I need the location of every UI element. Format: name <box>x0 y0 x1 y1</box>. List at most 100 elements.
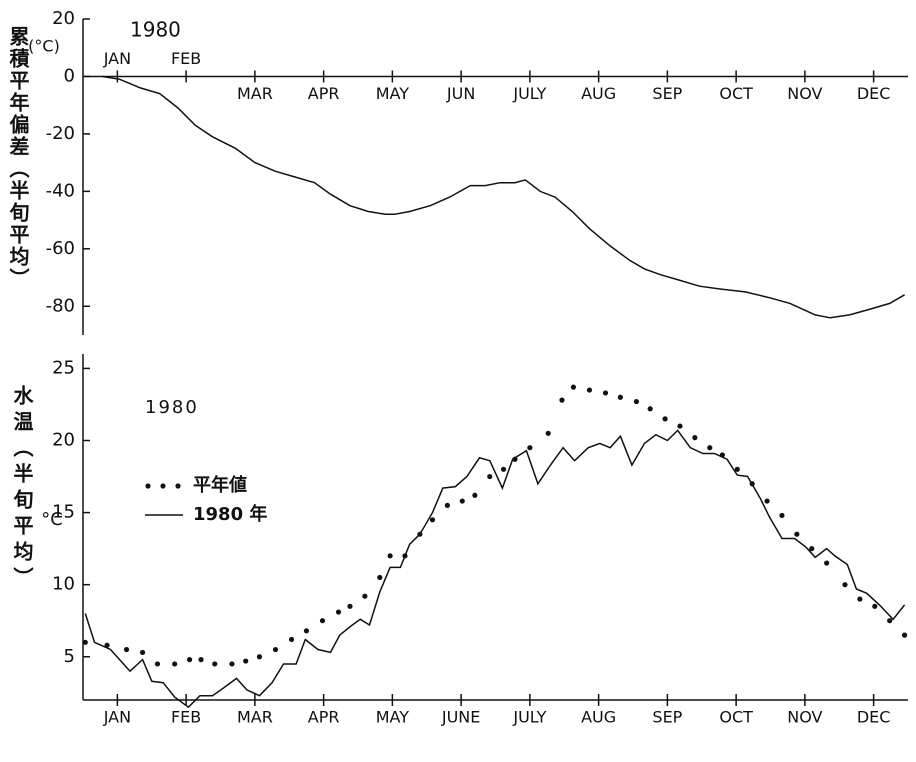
data-dot <box>647 406 653 412</box>
x-tick-label: DEC <box>857 84 891 103</box>
data-dot <box>362 593 368 599</box>
x-tick-label: DEC <box>857 708 891 727</box>
x-tick-label: JUNE <box>441 708 481 727</box>
data-dot <box>794 531 800 537</box>
x-tick-label: JAN <box>103 49 131 68</box>
y-tick-label: 10 <box>52 574 75 595</box>
legend-swatch <box>160 483 166 489</box>
x-tick-label: APR <box>308 84 340 103</box>
data-dot <box>444 502 450 508</box>
data-dot <box>256 654 263 660</box>
y-tick-label: 5 <box>64 646 75 667</box>
data-dot <box>857 596 863 602</box>
y-axis-label: 累積平年偏差（半旬平均） <box>6 26 30 290</box>
x-tick-label: JAN <box>103 708 131 727</box>
data-dot <box>172 661 178 667</box>
data-dot <box>272 646 279 653</box>
x-tick-label: JULY <box>512 708 546 727</box>
y-tick-label: 25 <box>52 357 75 378</box>
x-tick-label: MAR <box>237 84 273 103</box>
data-dot <box>809 546 815 552</box>
data-dot <box>154 661 161 667</box>
legend-swatch <box>145 483 151 489</box>
data-dot <box>243 658 249 664</box>
data-dot <box>559 397 565 403</box>
data-dot <box>901 632 908 638</box>
data-dot <box>500 466 507 472</box>
data-dot <box>347 603 353 609</box>
data-dot <box>734 466 740 472</box>
y-axis-label: 水温（半旬平均） <box>10 385 34 593</box>
x-tick-label: JULY <box>512 84 546 103</box>
y-tick-label: 15 <box>52 502 75 523</box>
legend-label: 平年値 <box>193 474 247 496</box>
data-line <box>102 75 905 319</box>
y-tick-label: 20 <box>52 8 75 29</box>
data-dot <box>387 553 393 559</box>
x-tick-label: JUN <box>446 84 475 103</box>
data-dot <box>633 398 640 405</box>
data-dot <box>707 445 713 451</box>
x-tick-label: MAY <box>376 84 410 103</box>
data-dot <box>229 661 235 667</box>
data-dot <box>617 394 623 400</box>
data-dot <box>487 473 493 480</box>
chart-title: 1980 <box>130 18 181 42</box>
data-dot <box>779 512 785 519</box>
y-tick-label: -40 <box>46 180 75 201</box>
x-tick-label: OCT <box>719 84 753 103</box>
chart-title: 1980 <box>145 397 199 418</box>
data-dot <box>677 423 683 429</box>
data-dot <box>872 603 878 609</box>
legend-swatch <box>175 483 181 489</box>
x-tick-label: NOV <box>787 84 822 103</box>
x-tick-label: AUG <box>581 708 616 727</box>
data-dot <box>198 657 204 663</box>
data-dot <box>545 430 551 436</box>
data-dot <box>377 574 383 581</box>
data-dot <box>429 517 436 523</box>
data-dot <box>662 416 668 422</box>
data-dot <box>335 609 342 615</box>
data-dot <box>692 435 698 441</box>
data-dot <box>459 498 465 504</box>
x-tick-label: MAR <box>237 708 273 727</box>
x-tick-label: FEB <box>171 49 201 68</box>
y-tick-label: -60 <box>46 238 75 259</box>
x-tick-label: OCT <box>719 708 753 727</box>
data-dot <box>842 582 848 588</box>
data-dot <box>570 384 577 390</box>
y-tick-label: 20 <box>52 430 75 451</box>
data-dot <box>527 445 533 451</box>
data-dot <box>319 618 326 624</box>
x-tick-label: SEP <box>652 708 682 727</box>
x-tick-label: FEB <box>171 708 201 727</box>
data-dot <box>104 642 110 648</box>
data-dot <box>602 390 609 396</box>
data-dot <box>288 636 295 643</box>
data-line <box>84 429 906 709</box>
data-dot <box>472 492 478 498</box>
legend-label: 1980 年 <box>193 503 267 525</box>
data-dot <box>824 560 830 566</box>
data-dot <box>123 646 130 653</box>
data-dot <box>82 639 88 645</box>
x-tick-label: AUG <box>581 84 616 103</box>
y-unit: (°C) <box>28 37 60 56</box>
y-tick-label: 0 <box>64 65 75 86</box>
data-dot <box>764 498 770 504</box>
data-dot <box>212 661 218 667</box>
x-tick-label: APR <box>308 708 340 727</box>
data-dot <box>186 657 193 663</box>
y-tick-label: -80 <box>46 295 75 316</box>
x-tick-label: SEP <box>652 84 682 103</box>
data-dot <box>887 618 893 624</box>
x-tick-label: MAY <box>376 708 410 727</box>
x-tick-label: NOV <box>787 708 822 727</box>
data-dot <box>586 387 593 393</box>
y-tick-label: -20 <box>46 123 75 144</box>
y-unit: °C <box>41 509 63 530</box>
data-dot <box>139 649 146 656</box>
data-dot <box>303 628 310 634</box>
